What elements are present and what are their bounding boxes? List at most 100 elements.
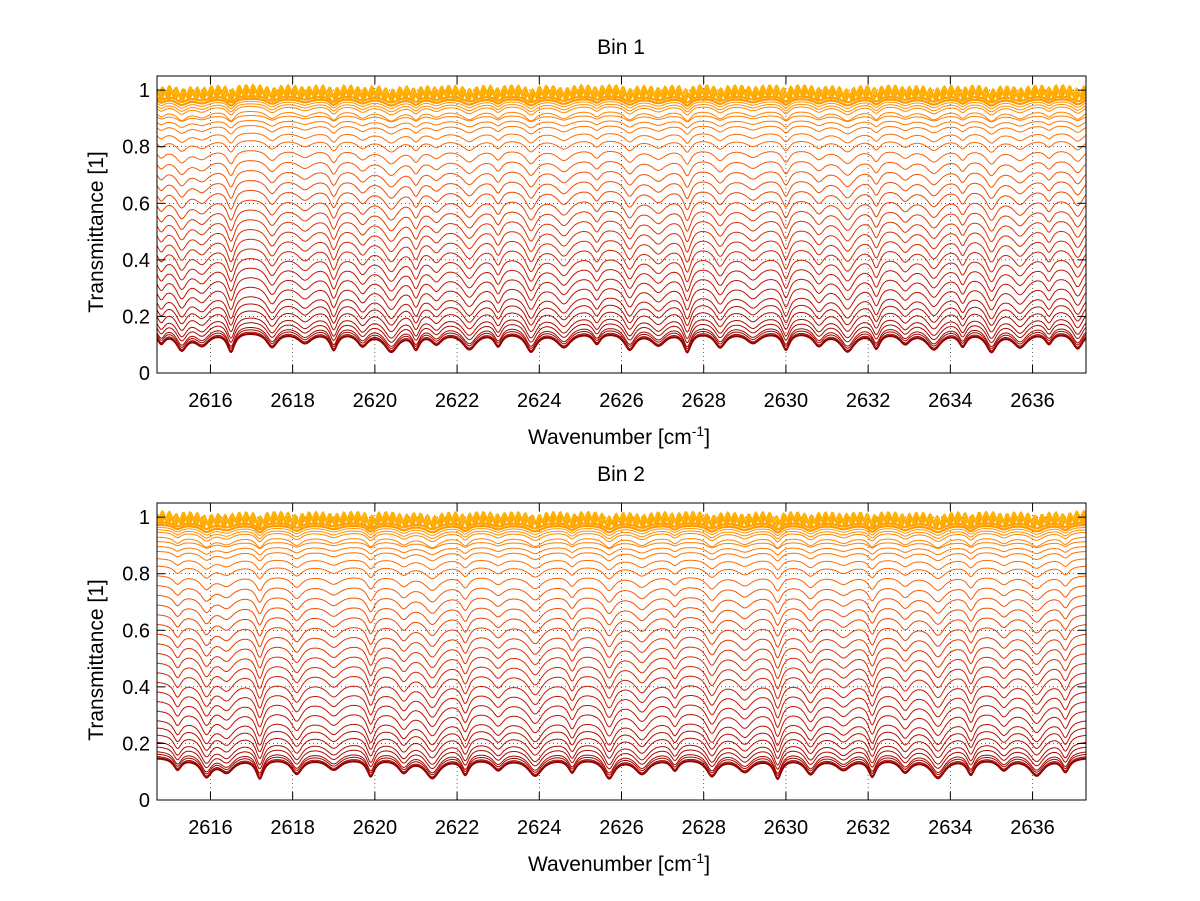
series-line [157,536,1086,549]
series-line [157,734,1086,760]
series-line [157,691,1086,719]
y-tick-label: 0.6 [122,193,150,215]
series-line [157,199,1086,222]
series-line [157,219,1086,243]
series-line [157,310,1086,333]
series-line [157,575,1086,592]
x-tick-label: 2624 [517,817,562,839]
y-tick-label: 1 [139,80,150,102]
chart-panel-bin-2: Bin 2 2616 2618 2620 2622 2624 2626 2628 2630 26… [85,463,1087,876]
series-line [157,643,1086,669]
chart-title: Bin 2 [597,463,645,486]
series-line [157,248,1086,273]
series-line [157,132,1086,144]
series-line [157,585,1086,603]
series-line [157,727,1086,753]
series-line [157,322,1086,344]
x-tick-label: 2632 [846,390,891,412]
series-line [157,140,1086,153]
plot-area: 2616 2618 2620 2622 2624 2626 2628 2630 2632 2634… [122,75,1087,412]
y-axis-label: Transmittance [1] [85,151,108,312]
series-line [157,286,1086,311]
series-line [157,105,1086,116]
x-tick-label: 2630 [764,390,809,412]
x-tick-label: 2624 [517,390,562,412]
x-tick-label: 2616 [188,390,233,412]
series-line [157,746,1086,770]
x-axis-label: Wavenumber [cm-1] [528,850,710,876]
series-line [157,541,1086,550]
chart-title: Bin 1 [597,36,645,59]
x-tick-label: 2616 [188,817,233,839]
series-line [157,209,1086,232]
chart-panel-bin-1: Bin 1 2616 2618 2620 2622 2624 2626 2628 2630 26… [85,36,1087,449]
series-line [157,327,1086,348]
y-tick-label: 0.8 [122,137,150,159]
series-line [157,150,1086,165]
series-line [157,633,1086,659]
x-tick-label: 2628 [681,390,726,412]
series-group [157,509,1086,781]
x-tick-label: 2618 [270,390,315,412]
series-line [157,565,1086,580]
series-line [157,120,1086,129]
y-tick-label: 0.4 [122,677,150,699]
series-line [157,329,1086,350]
series-line [157,332,1086,353]
x-tick-label: 2636 [1010,390,1055,412]
series-line [157,614,1086,637]
y-tick-label: 1 [139,507,150,529]
series-line [157,710,1086,738]
x-tick-label: 2636 [1010,817,1055,839]
x-tick-label: 2622 [435,390,480,412]
y-tick-label: 0.2 [122,733,150,755]
x-tick-label: 2620 [353,817,398,839]
series-line [157,331,1086,352]
series-line [157,103,1086,113]
series-line [157,258,1086,283]
series-line [157,170,1086,188]
series-line [157,624,1086,648]
series-line [157,277,1086,302]
series-line [157,97,1086,107]
series-line [157,160,1086,177]
x-tick-label: 2620 [353,390,398,412]
series-line [157,753,1086,776]
x-axis-label: Wavenumber [cm-1] [528,423,710,449]
x-tick-label: 2634 [928,390,973,412]
y-tick-label: 0 [139,790,150,812]
series-line [157,180,1086,200]
series-line [157,189,1086,211]
series-line [157,550,1086,562]
series-line [157,296,1086,320]
series-line [157,523,1086,534]
y-tick-label: 0 [139,363,150,385]
series-line [157,756,1086,779]
series-line [157,701,1086,728]
series-line [157,558,1086,571]
series-line [157,111,1086,122]
series-line [157,653,1086,680]
series-line [157,267,1086,293]
series-line [157,662,1086,690]
series-line [157,100,1086,110]
x-tick-label: 2628 [681,817,726,839]
series-line [157,546,1086,556]
y-tick-label: 0.6 [122,620,150,642]
series-line [157,529,1086,540]
series-line [157,741,1086,766]
series-line [157,229,1086,253]
series-line [157,531,1086,543]
series-line [157,115,1086,123]
x-tick-label: 2632 [846,817,891,839]
x-tick-label: 2626 [599,390,644,412]
series-line [157,604,1086,626]
series-line [157,83,1086,99]
x-tick-label: 2618 [270,817,315,839]
plot-area: 2616 2618 2620 2622 2624 2626 2628 2630 2632 2634… [122,502,1087,839]
series-line [157,125,1086,135]
y-tick-label: 0.2 [122,306,150,328]
y-tick-label: 0.8 [122,564,150,586]
series-line [157,681,1086,709]
